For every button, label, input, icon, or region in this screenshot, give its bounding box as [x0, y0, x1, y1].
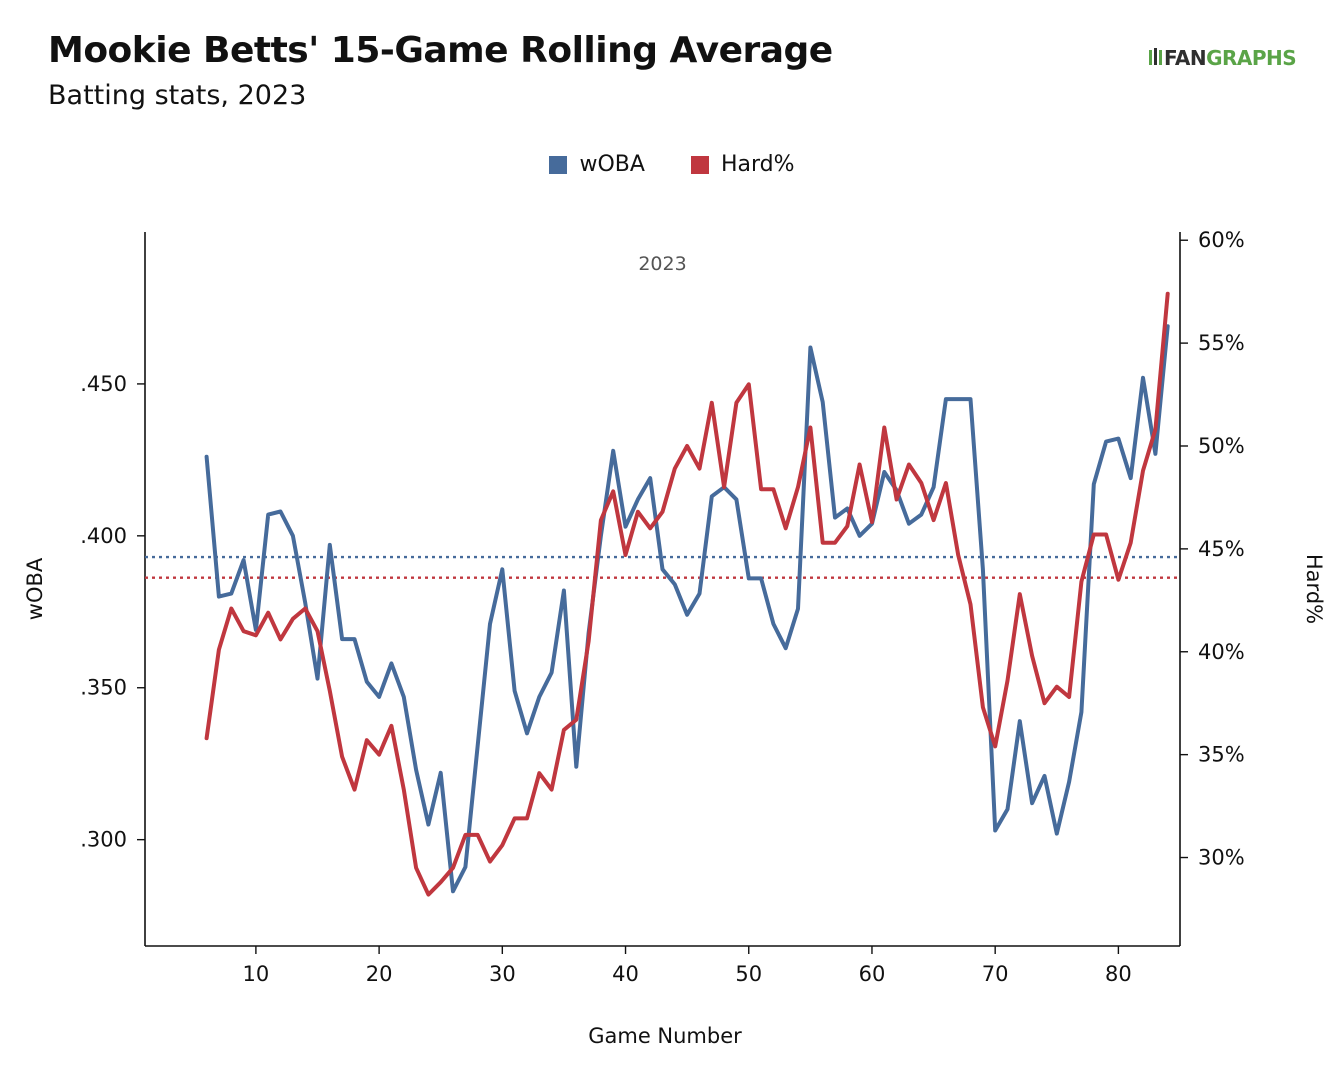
fangraphs-logo: FANGRAPHS [1148, 46, 1297, 70]
y-left-tick-label: .350 [80, 676, 127, 700]
legend-swatch-hard [690, 155, 709, 174]
legend-label-woba: wOBA [579, 152, 645, 177]
y-right-tick-label: 30% [1198, 846, 1245, 870]
logo-text-graphs: GRAPHS [1206, 46, 1297, 70]
y-right-tick-label: 50% [1198, 434, 1245, 458]
y-left-tick-label: .300 [80, 828, 127, 852]
x-tick-label: 70 [982, 962, 1009, 986]
legend-label-hard: Hard% [720, 152, 795, 177]
facet-label: 2023 [638, 253, 686, 275]
chart-subtitle: Batting stats, 2023 [48, 80, 307, 111]
y-right-tick-label: 55% [1198, 331, 1245, 355]
hard-series-line [204, 291, 1170, 897]
x-tick-label: 60 [859, 962, 886, 986]
y-right-tick-label: 35% [1198, 743, 1245, 767]
legend-item-woba[interactable]: wOBA [549, 152, 645, 177]
woba-series-line [204, 324, 1170, 894]
x-tick-label: 30 [489, 962, 516, 986]
chart-legend: wOBA Hard% [0, 152, 1344, 177]
x-tick-label: 80 [1105, 962, 1132, 986]
logo-text-fan: FAN [1164, 46, 1207, 70]
y-left-tick-label: .400 [80, 524, 127, 548]
batter-icon [1149, 48, 1162, 65]
x-tick-label: 40 [612, 962, 639, 986]
x-axis-title: Game Number [588, 1024, 742, 1048]
y-right-tick-label: 40% [1198, 640, 1245, 664]
y-axis-right-title: Hard% [1302, 554, 1326, 624]
y-left-tick-label: .450 [80, 372, 127, 396]
legend-swatch-woba [549, 155, 568, 174]
y-right-tick-label: 60% [1198, 228, 1245, 252]
x-tick-label: 10 [243, 962, 270, 986]
y-axis-left-title: wOBA [23, 557, 47, 620]
chart-title: Mookie Betts' 15-Game Rolling Average [48, 30, 833, 71]
y-right-tick-label: 45% [1198, 537, 1245, 561]
x-tick-label: 20 [366, 962, 393, 986]
x-tick-label: 50 [735, 962, 762, 986]
legend-item-hard[interactable]: Hard% [690, 152, 795, 177]
